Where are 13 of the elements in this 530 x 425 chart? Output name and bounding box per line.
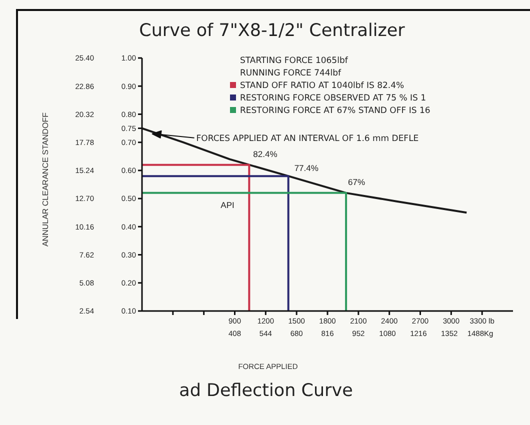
annotation: 77.4% (294, 163, 319, 174)
annotation: API (220, 200, 234, 210)
annotation: 67% (348, 176, 366, 187)
legend-label: RESTORING FORCE AT 67% STAND OFF IS 16 (240, 106, 430, 116)
annotation: STARTING FORCE 1065lbf (240, 56, 349, 66)
annotation: FORCES APPLIED AT AN INTERVAL OF 1.6 mm DEFLE (196, 134, 419, 144)
annotation: 82.4% (253, 148, 278, 159)
chart-title: Curve of 7"X8-1/2" Centralizer (139, 21, 406, 41)
legend-label: RESTORING FORCE OBSERVED AT 75 % IS 1 (240, 94, 426, 104)
annotation: RUNNING FORCE 744lbf (240, 68, 342, 78)
legend-label: STAND OFF RATIO AT 1040lbf IS 82.4% (240, 81, 404, 91)
y2-axis-title: ANNULAR CLEARANCE STANDOFF (41, 112, 50, 247)
text: ad Deflection Curve (179, 381, 353, 401)
